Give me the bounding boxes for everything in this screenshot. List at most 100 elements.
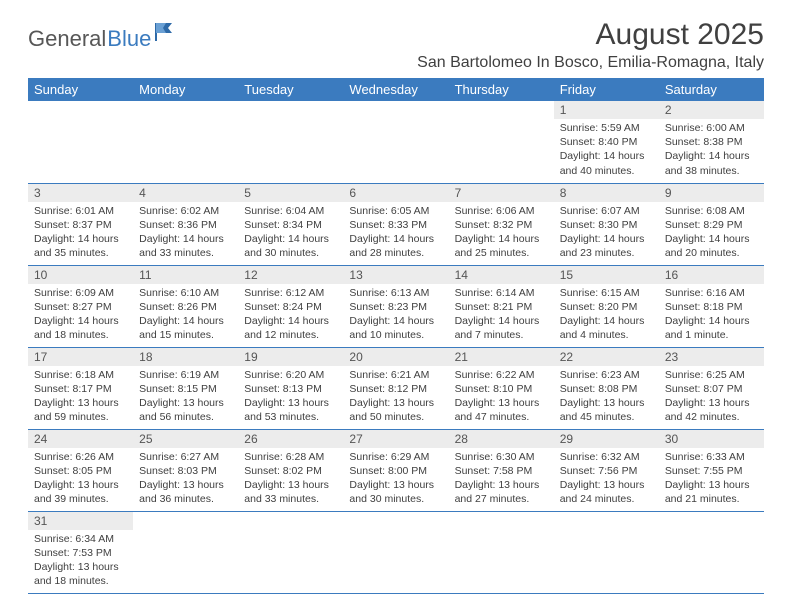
sunset-text: Sunset: 8:02 PM — [244, 464, 337, 478]
sunset-text: Sunset: 8:27 PM — [34, 300, 127, 314]
sunset-text: Sunset: 7:56 PM — [560, 464, 653, 478]
calendar-day-cell — [343, 101, 448, 183]
daylight-text: Daylight: 14 hours and 33 minutes. — [139, 232, 232, 260]
calendar-day-cell: 25Sunrise: 6:27 AMSunset: 8:03 PMDayligh… — [133, 429, 238, 511]
sunrise-text: Sunrise: 6:13 AM — [349, 286, 442, 300]
calendar-day-cell: 27Sunrise: 6:29 AMSunset: 8:00 PMDayligh… — [343, 429, 448, 511]
calendar-day-cell: 7Sunrise: 6:06 AMSunset: 8:32 PMDaylight… — [449, 183, 554, 265]
day-number: 27 — [343, 430, 448, 448]
day-number: 26 — [238, 430, 343, 448]
weekday-header: Saturday — [659, 78, 764, 101]
calendar-day-cell: 4Sunrise: 6:02 AMSunset: 8:36 PMDaylight… — [133, 183, 238, 265]
logo-flag-icon — [154, 21, 182, 43]
day-body: Sunrise: 6:21 AMSunset: 8:12 PMDaylight:… — [343, 366, 448, 429]
day-number: 29 — [554, 430, 659, 448]
daylight-text: Daylight: 14 hours and 10 minutes. — [349, 314, 442, 342]
calendar-day-cell — [238, 511, 343, 593]
daylight-text: Daylight: 14 hours and 20 minutes. — [665, 232, 758, 260]
calendar-day-cell: 21Sunrise: 6:22 AMSunset: 8:10 PMDayligh… — [449, 347, 554, 429]
sunrise-text: Sunrise: 6:04 AM — [244, 204, 337, 218]
daylight-text: Daylight: 14 hours and 28 minutes. — [349, 232, 442, 260]
calendar-day-cell: 11Sunrise: 6:10 AMSunset: 8:26 PMDayligh… — [133, 265, 238, 347]
sunset-text: Sunset: 8:05 PM — [34, 464, 127, 478]
day-body: Sunrise: 6:13 AMSunset: 8:23 PMDaylight:… — [343, 284, 448, 347]
day-number: 11 — [133, 266, 238, 284]
calendar-day-cell — [343, 511, 448, 593]
daylight-text: Daylight: 13 hours and 50 minutes. — [349, 396, 442, 424]
daylight-text: Daylight: 14 hours and 1 minute. — [665, 314, 758, 342]
sunrise-text: Sunrise: 6:07 AM — [560, 204, 653, 218]
daylight-text: Daylight: 14 hours and 40 minutes. — [560, 149, 653, 177]
sunset-text: Sunset: 8:37 PM — [34, 218, 127, 232]
daylight-text: Daylight: 14 hours and 23 minutes. — [560, 232, 653, 260]
day-body: Sunrise: 6:02 AMSunset: 8:36 PMDaylight:… — [133, 202, 238, 265]
daylight-text: Daylight: 14 hours and 12 minutes. — [244, 314, 337, 342]
sunrise-text: Sunrise: 6:00 AM — [665, 121, 758, 135]
day-body: Sunrise: 6:14 AMSunset: 8:21 PMDaylight:… — [449, 284, 554, 347]
sunset-text: Sunset: 8:30 PM — [560, 218, 653, 232]
calendar-day-cell — [28, 101, 133, 183]
daylight-text: Daylight: 13 hours and 42 minutes. — [665, 396, 758, 424]
calendar-week-row: 31Sunrise: 6:34 AMSunset: 7:53 PMDayligh… — [28, 511, 764, 593]
calendar-day-cell: 13Sunrise: 6:13 AMSunset: 8:23 PMDayligh… — [343, 265, 448, 347]
sunset-text: Sunset: 8:38 PM — [665, 135, 758, 149]
day-number: 9 — [659, 184, 764, 202]
calendar-day-cell: 9Sunrise: 6:08 AMSunset: 8:29 PMDaylight… — [659, 183, 764, 265]
day-number: 24 — [28, 430, 133, 448]
day-number: 10 — [28, 266, 133, 284]
day-body: Sunrise: 6:27 AMSunset: 8:03 PMDaylight:… — [133, 448, 238, 511]
day-number: 20 — [343, 348, 448, 366]
sunrise-text: Sunrise: 6:14 AM — [455, 286, 548, 300]
daylight-text: Daylight: 13 hours and 56 minutes. — [139, 396, 232, 424]
day-body: Sunrise: 6:15 AMSunset: 8:20 PMDaylight:… — [554, 284, 659, 347]
sunrise-text: Sunrise: 6:30 AM — [455, 450, 548, 464]
sunrise-text: Sunrise: 6:08 AM — [665, 204, 758, 218]
day-body: Sunrise: 6:00 AMSunset: 8:38 PMDaylight:… — [659, 119, 764, 182]
sunset-text: Sunset: 7:53 PM — [34, 546, 127, 560]
weekday-header: Wednesday — [343, 78, 448, 101]
calendar-day-cell: 1Sunrise: 5:59 AMSunset: 8:40 PMDaylight… — [554, 101, 659, 183]
sunset-text: Sunset: 7:58 PM — [455, 464, 548, 478]
sunrise-text: Sunrise: 6:16 AM — [665, 286, 758, 300]
day-number: 1 — [554, 101, 659, 119]
day-number: 5 — [238, 184, 343, 202]
sunset-text: Sunset: 8:15 PM — [139, 382, 232, 396]
sunset-text: Sunset: 8:08 PM — [560, 382, 653, 396]
day-number: 6 — [343, 184, 448, 202]
weekday-header: Monday — [133, 78, 238, 101]
sunset-text: Sunset: 8:07 PM — [665, 382, 758, 396]
daylight-text: Daylight: 13 hours and 30 minutes. — [349, 478, 442, 506]
sunrise-text: Sunrise: 6:25 AM — [665, 368, 758, 382]
sunrise-text: Sunrise: 6:21 AM — [349, 368, 442, 382]
day-body: Sunrise: 6:01 AMSunset: 8:37 PMDaylight:… — [28, 202, 133, 265]
daylight-text: Daylight: 13 hours and 45 minutes. — [560, 396, 653, 424]
daylight-text: Daylight: 14 hours and 35 minutes. — [34, 232, 127, 260]
calendar-day-cell — [238, 101, 343, 183]
day-body: Sunrise: 6:33 AMSunset: 7:55 PMDaylight:… — [659, 448, 764, 511]
calendar-day-cell: 18Sunrise: 6:19 AMSunset: 8:15 PMDayligh… — [133, 347, 238, 429]
calendar-day-cell: 5Sunrise: 6:04 AMSunset: 8:34 PMDaylight… — [238, 183, 343, 265]
day-body: Sunrise: 6:12 AMSunset: 8:24 PMDaylight:… — [238, 284, 343, 347]
calendar-day-cell: 10Sunrise: 6:09 AMSunset: 8:27 PMDayligh… — [28, 265, 133, 347]
sunrise-text: Sunrise: 6:28 AM — [244, 450, 337, 464]
sunrise-text: Sunrise: 6:02 AM — [139, 204, 232, 218]
daylight-text: Daylight: 13 hours and 59 minutes. — [34, 396, 127, 424]
calendar-day-cell: 12Sunrise: 6:12 AMSunset: 8:24 PMDayligh… — [238, 265, 343, 347]
calendar-day-cell: 17Sunrise: 6:18 AMSunset: 8:17 PMDayligh… — [28, 347, 133, 429]
day-number: 23 — [659, 348, 764, 366]
day-body: Sunrise: 6:25 AMSunset: 8:07 PMDaylight:… — [659, 366, 764, 429]
day-number: 31 — [28, 512, 133, 530]
day-number: 30 — [659, 430, 764, 448]
day-number: 28 — [449, 430, 554, 448]
calendar-day-cell: 20Sunrise: 6:21 AMSunset: 8:12 PMDayligh… — [343, 347, 448, 429]
day-number: 12 — [238, 266, 343, 284]
daylight-text: Daylight: 13 hours and 39 minutes. — [34, 478, 127, 506]
sunrise-text: Sunrise: 6:20 AM — [244, 368, 337, 382]
header: GeneralBlue August 2025 San Bartolomeo I… — [28, 18, 764, 72]
day-body: Sunrise: 6:29 AMSunset: 8:00 PMDaylight:… — [343, 448, 448, 511]
calendar-day-cell — [659, 511, 764, 593]
calendar-day-cell: 19Sunrise: 6:20 AMSunset: 8:13 PMDayligh… — [238, 347, 343, 429]
day-number: 2 — [659, 101, 764, 119]
day-number: 8 — [554, 184, 659, 202]
calendar-week-row: 1Sunrise: 5:59 AMSunset: 8:40 PMDaylight… — [28, 101, 764, 183]
